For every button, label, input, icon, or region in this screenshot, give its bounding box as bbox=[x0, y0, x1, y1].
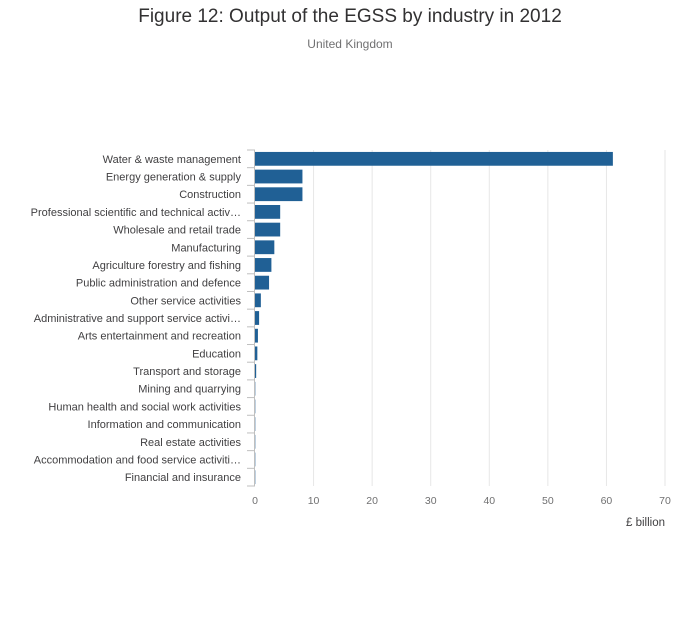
x-axis-title: £ billion bbox=[626, 517, 665, 529]
chart-subtitle: United Kingdom bbox=[307, 37, 393, 51]
category-label: Public administration and defence bbox=[76, 278, 241, 290]
x-tick-label: 60 bbox=[601, 495, 613, 507]
x-tick-label: 70 bbox=[659, 495, 671, 507]
bar bbox=[255, 311, 260, 325]
category-label: Professional scientific and technical ac… bbox=[31, 207, 241, 219]
bar bbox=[255, 222, 281, 237]
category-label: Agriculture forestry and fishing bbox=[92, 260, 241, 272]
category-label: Real estate activities bbox=[140, 437, 241, 449]
category-label: Water & waste management bbox=[103, 154, 241, 166]
category-label: Education bbox=[192, 348, 241, 360]
x-tick-label: 10 bbox=[308, 495, 320, 507]
bar bbox=[255, 328, 258, 343]
bar bbox=[255, 258, 272, 272]
category-label: Financial and insurance bbox=[125, 472, 241, 484]
bar bbox=[255, 151, 613, 166]
x-tick-label: 50 bbox=[542, 495, 554, 507]
x-tick-label: 0 bbox=[252, 495, 258, 507]
category-label: Mining and quarrying bbox=[138, 384, 241, 396]
bar bbox=[255, 293, 261, 308]
category-label: Human health and social work activities bbox=[48, 401, 241, 413]
bar bbox=[255, 346, 258, 361]
category-label: Arts entertainment and recreation bbox=[78, 331, 241, 343]
category-label: Energy generation & supply bbox=[106, 172, 242, 184]
bar bbox=[255, 204, 281, 219]
category-label: Other service activities bbox=[130, 295, 241, 307]
category-label: Transport and storage bbox=[133, 366, 241, 378]
chart-title: Figure 12: Output of the EGSS by industr… bbox=[138, 6, 562, 27]
x-tick-labels: 0 10 20 30 40 50 60 70 bbox=[252, 495, 671, 507]
bars bbox=[255, 151, 613, 485]
category-label: Manufacturing bbox=[171, 242, 241, 254]
category-labels: Water & waste management Energy generatio… bbox=[31, 154, 242, 484]
category-label: Information and communication bbox=[88, 419, 241, 431]
category-label: Administrative and support service activ… bbox=[34, 313, 241, 325]
x-tick-label: 40 bbox=[483, 495, 495, 507]
gridlines bbox=[247, 149, 666, 487]
x-tick-label: 30 bbox=[425, 495, 437, 507]
x-tick-label: 20 bbox=[366, 495, 378, 507]
bar bbox=[255, 187, 303, 202]
bar bbox=[255, 240, 275, 255]
bar bbox=[255, 364, 257, 378]
category-label: Construction bbox=[179, 189, 241, 201]
category-label: Wholesale and retail trade bbox=[113, 225, 241, 237]
bar bbox=[255, 275, 270, 290]
bar bbox=[255, 169, 303, 184]
category-label: Accommodation and food service activiti… bbox=[34, 454, 241, 466]
